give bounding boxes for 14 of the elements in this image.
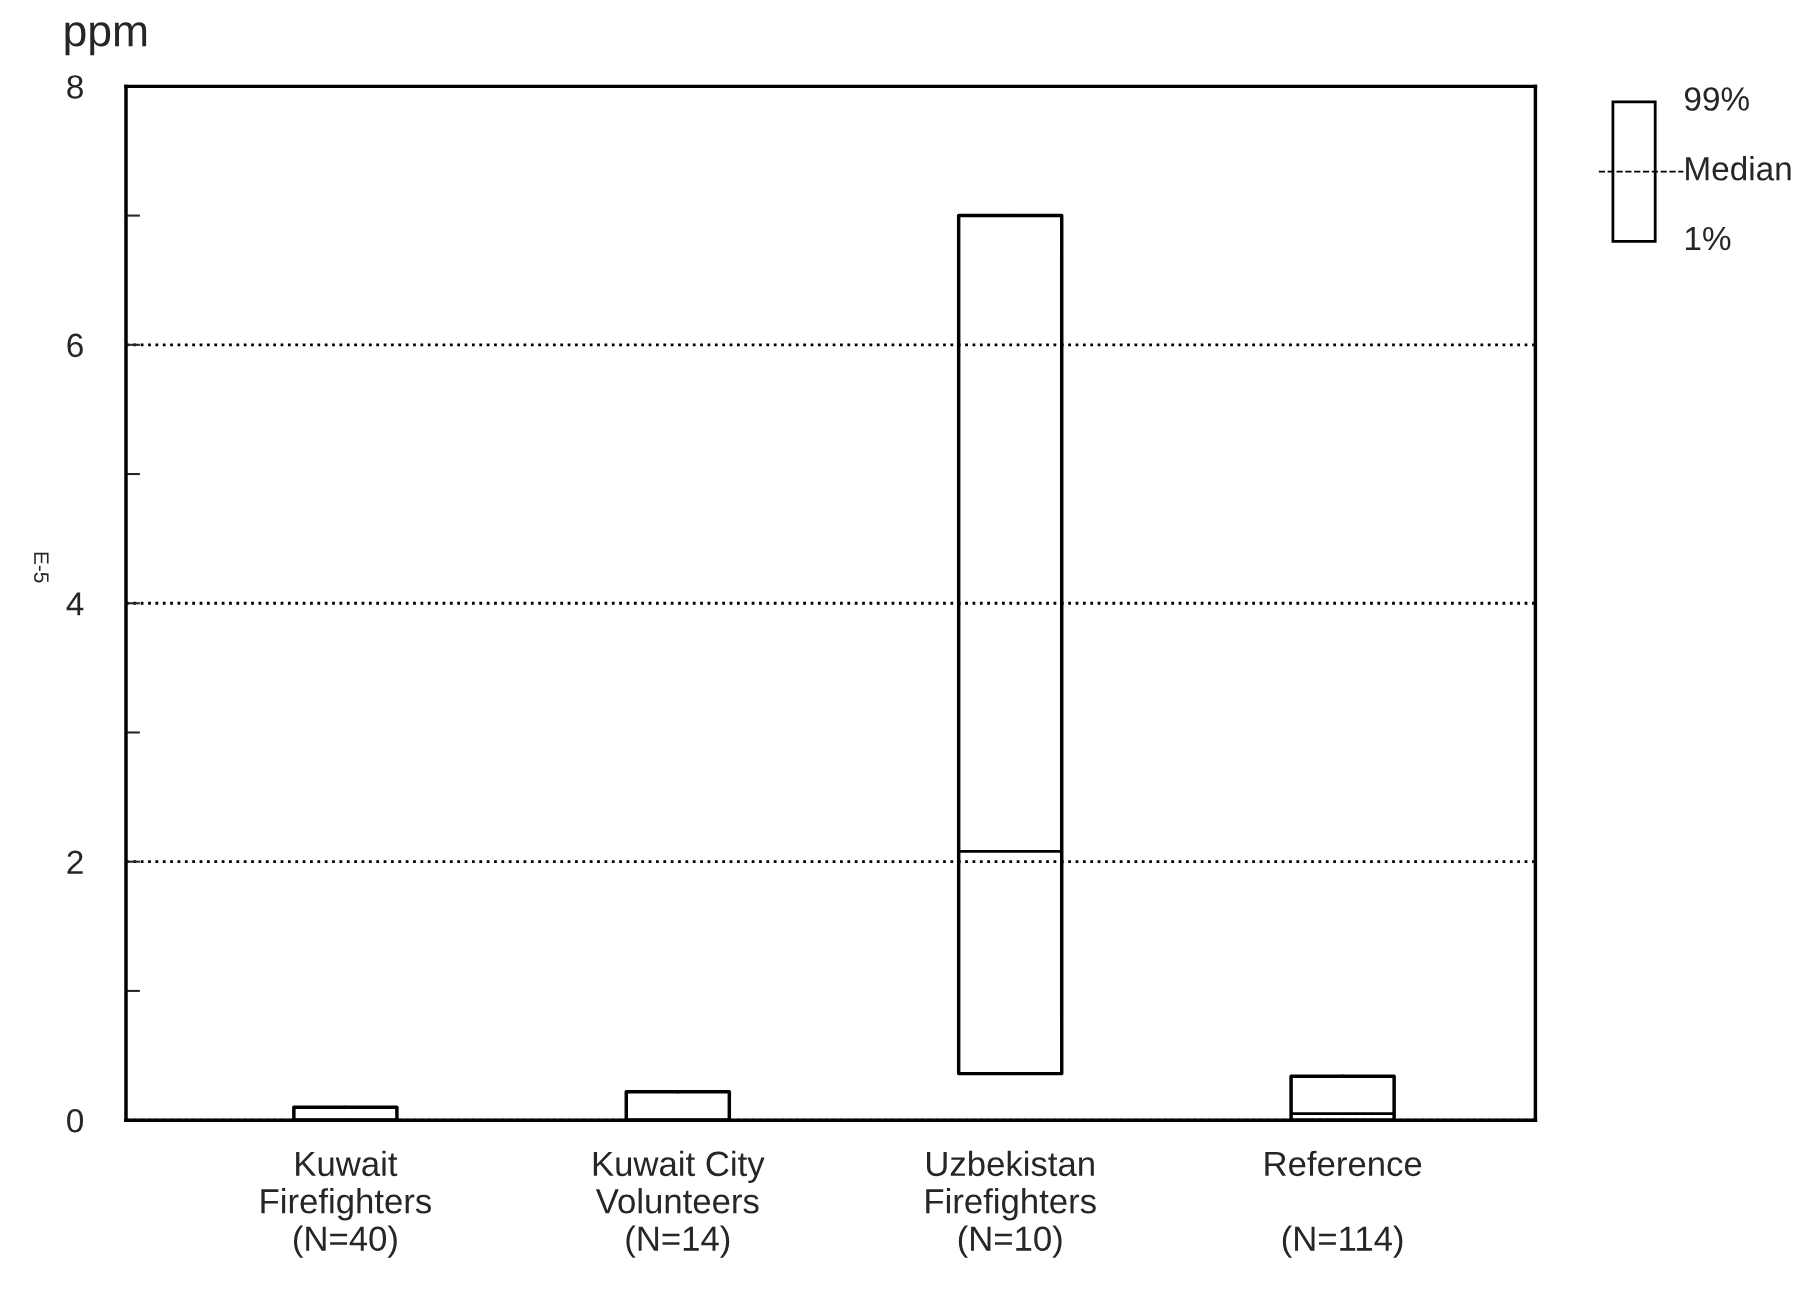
- x-tick-label: Kuwait Firefighters (N=40): [261, 1150, 431, 1258]
- y-tick-label: 2: [67, 850, 83, 874]
- y-tick-label: 6: [67, 333, 83, 358]
- y-tick-label: 8: [67, 75, 83, 99]
- y-tick-label: 0: [67, 1108, 84, 1133]
- text: 1%: [1685, 226, 1731, 251]
- text: E-5: [34, 552, 49, 583]
- text: 99%: [1684, 87, 1749, 111]
- y-tick-label: 4: [66, 592, 84, 616]
- y-axis-title: ppm: [65, 22, 147, 56]
- text: Median: [1686, 156, 1791, 181]
- category-label: Reference (N=114): [1265, 1150, 1422, 1258]
- x-tick-label: Kuwait City Volunteers (N=14): [593, 1150, 765, 1258]
- x-tick-label: Uzbekistan Firefighters (N=10): [926, 1150, 1096, 1258]
